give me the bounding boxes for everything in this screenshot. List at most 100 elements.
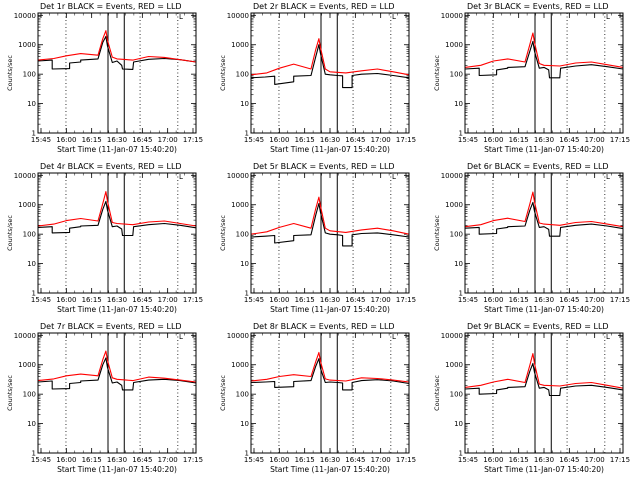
- y-tick-label: 10: [27, 260, 36, 268]
- plot-frame: [464, 172, 624, 294]
- series-events-line: [37, 35, 197, 70]
- panel-title: Det 8r BLACK = Events, RED = LLD: [253, 322, 395, 331]
- y-tick-label: 100: [450, 71, 463, 79]
- x-tick-label: 16:45: [345, 296, 365, 304]
- y-axis-label: Counts/sec: [433, 375, 441, 411]
- detector-panel-5: Det 5r BLACK = Events, RED = LLD Counts/s…: [219, 162, 416, 314]
- y-axis-label: Counts/sec: [433, 215, 441, 251]
- plot-frame: [464, 12, 624, 134]
- y-axis-label: Counts/sec: [433, 55, 441, 91]
- series-events-line: [250, 358, 410, 391]
- x-tick-label: 15:45: [458, 296, 478, 304]
- x-axis-label: Start Time (11-Jan-07 15:40:20): [57, 465, 177, 474]
- y-tick-label: 10000: [441, 172, 463, 180]
- detector-panel-1: Det 1r BLACK = Events, RED = LLD Counts/s…: [6, 2, 203, 154]
- x-tick-label: 17:00: [585, 296, 605, 304]
- x-tick-label: 16:45: [345, 456, 365, 464]
- y-tick-label: 100: [450, 231, 463, 239]
- y-tick-label: 10000: [14, 172, 36, 180]
- legend-mark: L: [179, 13, 183, 21]
- x-tick-label: 17:15: [183, 136, 203, 144]
- panel-title: Det 6r BLACK = Events, RED = LLD: [467, 162, 609, 171]
- x-tick-label: 16:30: [107, 136, 127, 144]
- y-tick-label: 100: [450, 391, 463, 399]
- x-tick-label: 16:15: [82, 456, 102, 464]
- series-lld-line: [250, 38, 410, 76]
- y-tick-label: 1: [32, 450, 36, 458]
- series-events-line: [250, 202, 410, 247]
- y-tick-label: 1000: [18, 41, 36, 49]
- plot-frame: [464, 332, 624, 454]
- x-tick-label: 16:15: [295, 136, 315, 144]
- y-axis-label: Counts/sec: [6, 215, 14, 251]
- x-tick-label: 15:45: [31, 296, 51, 304]
- y-axis-label: Counts/sec: [6, 375, 14, 411]
- series-lld-line: [464, 191, 624, 228]
- panel-title: Det 1r BLACK = Events, RED = LLD: [40, 2, 182, 11]
- legend-mark: L: [392, 13, 396, 21]
- x-tick-label: 17:15: [610, 296, 630, 304]
- y-tick-label: 10: [27, 420, 36, 428]
- x-tick-label: 17:15: [610, 456, 630, 464]
- x-tick-label: 16:00: [56, 136, 76, 144]
- legend-mark: L: [179, 333, 183, 341]
- x-tick-label: 17:00: [371, 296, 391, 304]
- x-tick-label: 16:30: [534, 296, 554, 304]
- x-tick-label: 15:45: [31, 136, 51, 144]
- x-tick-label: 16:00: [56, 296, 76, 304]
- x-tick-label: 17:00: [585, 136, 605, 144]
- x-tick-label: 16:45: [132, 136, 152, 144]
- y-axis-label: Counts/sec: [219, 215, 227, 251]
- x-tick-label: 16:00: [483, 296, 503, 304]
- y-tick-label: 1: [32, 290, 36, 298]
- x-tick-label: 16:45: [132, 456, 152, 464]
- x-tick-label: 16:00: [269, 136, 289, 144]
- y-axis-label: Counts/sec: [6, 55, 14, 91]
- x-tick-label: 16:30: [320, 136, 340, 144]
- y-tick-label: 100: [236, 231, 249, 239]
- series-lld-line: [37, 350, 197, 383]
- x-tick-label: 17:15: [183, 296, 203, 304]
- y-tick-label: 10: [240, 260, 249, 268]
- x-axis-label: Start Time (11-Jan-07 15:40:20): [484, 145, 604, 154]
- y-tick-label: 1000: [231, 41, 249, 49]
- x-tick-label: 16:00: [56, 456, 76, 464]
- x-tick-label: 16:15: [509, 296, 529, 304]
- plot-frame: [37, 172, 197, 294]
- panel-title: Det 5r BLACK = Events, RED = LLD: [253, 162, 395, 171]
- y-tick-label: 1000: [231, 361, 249, 369]
- y-tick-label: 1: [245, 130, 249, 138]
- y-tick-label: 10: [240, 100, 249, 108]
- x-tick-label: 17:15: [396, 296, 416, 304]
- y-tick-label: 1000: [231, 201, 249, 209]
- x-tick-label: 16:30: [320, 296, 340, 304]
- x-tick-label: 16:15: [509, 456, 529, 464]
- x-tick-label: 17:15: [610, 136, 630, 144]
- x-tick-label: 17:15: [396, 136, 416, 144]
- x-tick-label: 15:45: [244, 136, 264, 144]
- x-tick-label: 16:00: [269, 456, 289, 464]
- y-tick-label: 10000: [227, 12, 249, 20]
- series-lld-line: [37, 191, 197, 227]
- y-tick-label: 1000: [18, 201, 36, 209]
- y-tick-label: 1: [459, 130, 463, 138]
- x-tick-label: 17:00: [585, 456, 605, 464]
- y-tick-label: 100: [236, 71, 249, 79]
- detector-panel-7: Det 7r BLACK = Events, RED = LLD Counts/s…: [6, 322, 203, 474]
- series-lld-line: [464, 32, 624, 68]
- x-tick-label: 16:45: [132, 296, 152, 304]
- x-tick-label: 15:45: [458, 136, 478, 144]
- y-tick-label: 1000: [445, 41, 463, 49]
- x-tick-label: 16:30: [320, 456, 340, 464]
- detector-panel-9: Det 9r BLACK = Events, RED = LLD Counts/s…: [433, 322, 630, 474]
- plot-frame: [250, 172, 410, 294]
- detector-panel-2: Det 2r BLACK = Events, RED = LLD Counts/s…: [219, 2, 416, 154]
- series-events-line: [250, 44, 410, 89]
- x-tick-label: 17:00: [371, 136, 391, 144]
- x-tick-label: 15:45: [458, 456, 478, 464]
- x-axis-label: Start Time (11-Jan-07 15:40:20): [270, 465, 390, 474]
- x-tick-label: 15:45: [244, 296, 264, 304]
- legend-mark: L: [392, 333, 396, 341]
- y-tick-label: 10: [454, 100, 463, 108]
